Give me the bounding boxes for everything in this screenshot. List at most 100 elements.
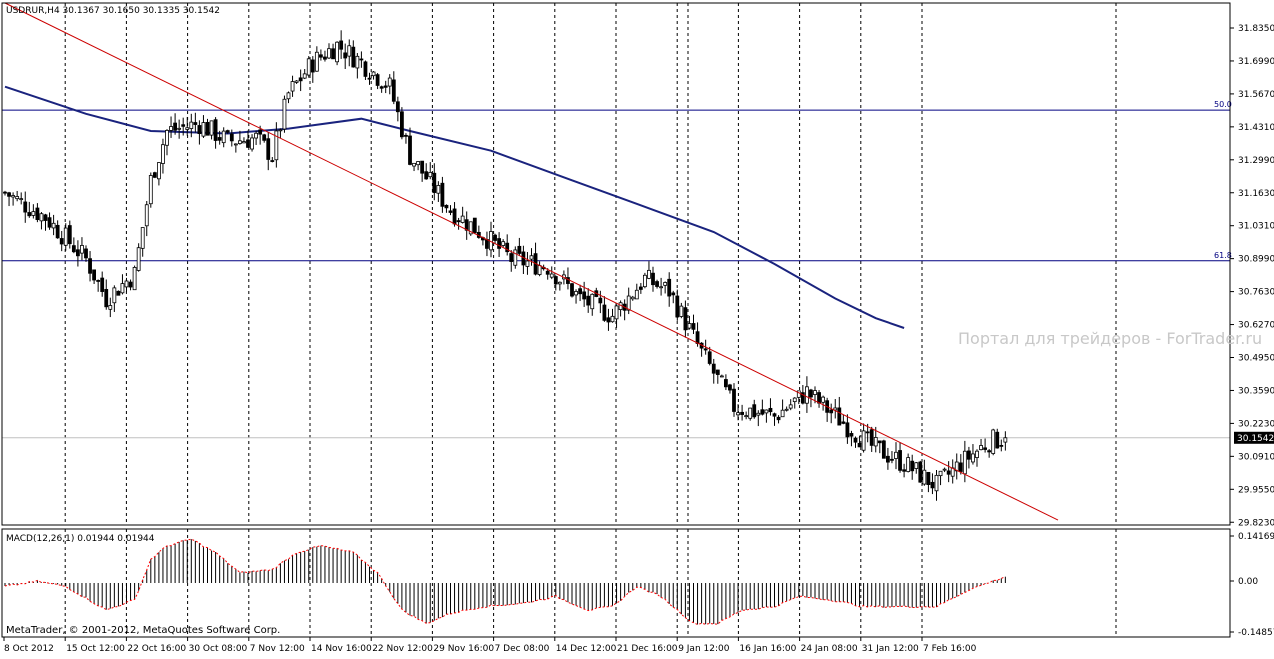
candle-body	[193, 122, 198, 125]
candle-body	[756, 412, 761, 416]
candle-body	[144, 204, 149, 227]
price-tick-label: 30.2230	[1238, 419, 1274, 429]
candle-body	[902, 469, 906, 472]
candle-body	[703, 348, 708, 351]
candle-body	[513, 249, 518, 266]
candle-body	[634, 289, 639, 300]
candle-body	[140, 227, 145, 249]
candle-body	[237, 140, 242, 144]
candle-body	[667, 278, 672, 297]
moving-average-line[interactable]	[4, 85, 905, 329]
candle-body	[242, 141, 246, 144]
main-chart-frame	[1, 2, 1231, 526]
candle-body	[266, 138, 271, 160]
candle-body	[27, 212, 32, 217]
candle-body	[161, 144, 165, 164]
candle-body	[865, 431, 870, 434]
candle-body	[651, 272, 655, 286]
candle-body	[63, 227, 68, 246]
candle-body	[768, 407, 773, 413]
candle-body	[456, 220, 461, 223]
candle-body	[719, 375, 724, 378]
candle-body	[881, 440, 886, 459]
candle-body	[497, 238, 502, 249]
time-tick-label: 8 Oct 2012	[4, 644, 54, 654]
candle-body	[343, 52, 348, 59]
candle-body	[355, 55, 360, 69]
candle-body	[861, 430, 866, 451]
candle-body	[590, 293, 595, 310]
copyright-footer: MetaTrader, © 2001-2012, MetaQuotes Soft…	[6, 625, 280, 636]
candle-body	[776, 416, 781, 421]
time-axis[interactable]: 8 Oct 2012 15 Oct 12:00 22 Oct 16:00 30 Oct…	[3, 637, 977, 654]
candle-body	[869, 429, 874, 446]
candle-body	[201, 122, 206, 137]
candle-body	[995, 431, 1000, 449]
candle-body	[15, 196, 20, 200]
candle-body	[39, 213, 44, 222]
candle-body	[914, 462, 919, 469]
candle-body	[626, 295, 631, 311]
candle-body	[460, 215, 465, 223]
price-tick-label: 30.6270	[1238, 321, 1274, 331]
macd-label: MACD(12,26,1) 0.01944 0.01944	[6, 534, 155, 544]
candle-body	[416, 161, 421, 166]
price-axis[interactable]: 31.8350 31.6990 31.5670 31.4310 31.2990 31.16…	[1230, 24, 1274, 638]
candle-body	[796, 390, 801, 398]
time-tick-label: 29 Nov 16:00	[433, 644, 494, 654]
candle-body	[132, 267, 137, 291]
candle-body	[395, 101, 400, 113]
candle-body	[505, 242, 510, 253]
horizontal-lines[interactable]: 50.0 61.8	[2, 100, 1232, 439]
time-tick-label: 7 Nov 12:00	[250, 644, 305, 654]
candle-body	[23, 201, 28, 213]
candle-body	[302, 73, 307, 79]
candle-body	[189, 121, 194, 129]
candle-body	[375, 74, 380, 86]
candle-body	[509, 253, 514, 262]
candle-body	[367, 77, 372, 80]
candle-body	[229, 133, 234, 142]
candle-body	[841, 421, 846, 424]
candle-body	[173, 122, 178, 131]
candle-body	[910, 460, 915, 472]
candle-body	[638, 286, 643, 290]
candle-body	[258, 129, 263, 135]
candle-body	[991, 429, 996, 454]
current-price-label: 30.1542	[1237, 434, 1274, 444]
candle-body	[43, 214, 48, 221]
candle-body	[310, 59, 315, 73]
candle-body	[71, 245, 76, 253]
candle-body	[886, 455, 890, 463]
candle-body	[444, 204, 449, 209]
candle-body	[663, 282, 668, 286]
trendline[interactable]	[4, 2, 1059, 521]
candle-body	[962, 450, 967, 475]
candle-body	[59, 238, 64, 245]
candle-body	[788, 404, 793, 409]
candle-body	[428, 172, 433, 178]
candle-body	[732, 388, 736, 412]
candle-body	[88, 258, 92, 274]
candle-body	[225, 130, 230, 133]
candle-body	[233, 143, 238, 146]
candle-body	[817, 392, 821, 404]
price-tick-label: 31.4310	[1238, 123, 1274, 133]
candle-body	[181, 124, 186, 127]
candle-body	[983, 447, 987, 450]
candle-body	[270, 160, 275, 162]
price-tick-label: 30.7630	[1238, 288, 1274, 298]
candle-body	[286, 92, 291, 100]
candle-body	[715, 369, 720, 375]
candle-body	[942, 468, 947, 471]
candle-body	[873, 437, 878, 447]
time-tick-label: 24 Jan 08:00	[801, 644, 858, 654]
current-price-box	[1234, 431, 1274, 444]
candle-body	[780, 409, 785, 418]
candle-body	[549, 273, 554, 278]
candle-body	[800, 392, 805, 404]
candle-body	[784, 408, 789, 411]
candle-body	[35, 207, 40, 220]
